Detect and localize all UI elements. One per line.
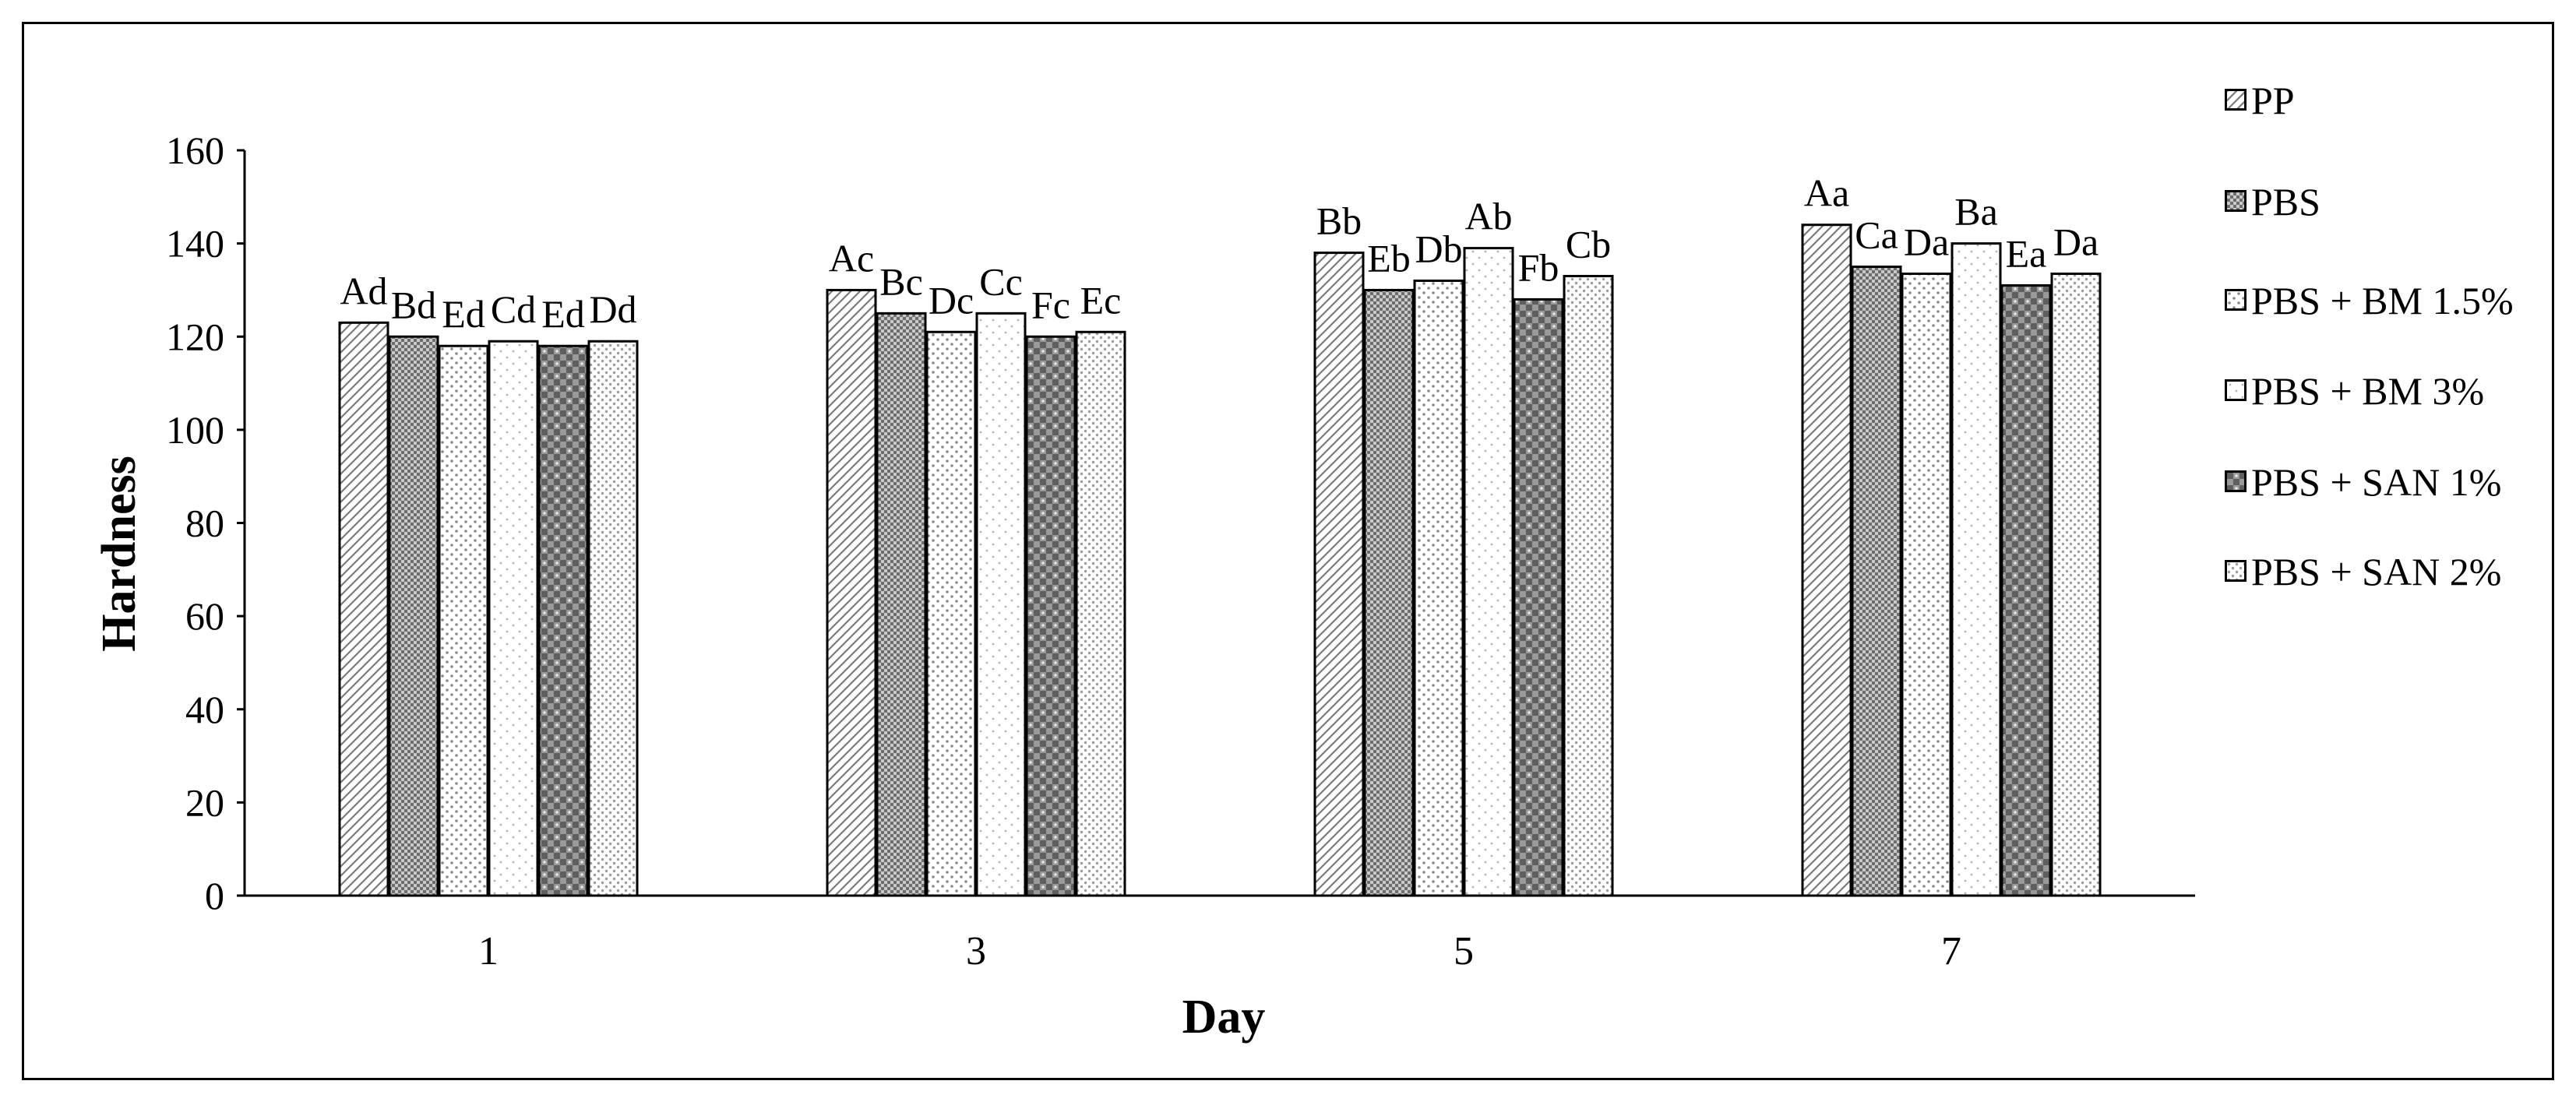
bar bbox=[438, 344, 489, 897]
bar bbox=[2000, 283, 2052, 897]
legend-swatch bbox=[2225, 89, 2247, 111]
bar-data-label: Db bbox=[1415, 227, 1462, 270]
bar bbox=[1413, 279, 1464, 897]
legend-swatch bbox=[2225, 190, 2247, 212]
bar-data-label: Da bbox=[1904, 220, 1949, 264]
bar-data-label: Ec bbox=[1080, 278, 1122, 322]
legend-swatch bbox=[2225, 379, 2247, 401]
legend-item: PBS + SAN 1% bbox=[2225, 459, 2532, 505]
bar bbox=[587, 340, 639, 897]
y-tick-label: 100 bbox=[166, 408, 224, 452]
bar-data-label: Ed bbox=[442, 292, 485, 336]
bar-data-label: Fb bbox=[1518, 245, 1559, 289]
bar-data-label: Ac bbox=[829, 236, 874, 280]
legend-label: PP bbox=[2251, 79, 2295, 122]
legend-swatch bbox=[2225, 560, 2247, 582]
bar bbox=[2050, 273, 2102, 897]
bar bbox=[1363, 288, 1415, 897]
legend-label: PBS + BM 1.5% bbox=[2251, 279, 2514, 322]
legend-swatch bbox=[2225, 289, 2247, 311]
chart-frame: 0 20 40 60 80 100 120 140 160 Ad Ac Bb Aa Bd Bc Eb Ca Ed… bbox=[22, 22, 2554, 1080]
bar-data-label: Fc bbox=[1031, 283, 1070, 326]
y-tick-label: 0 bbox=[205, 874, 224, 917]
bar-data-label: Cc bbox=[979, 259, 1023, 303]
axes bbox=[243, 150, 2195, 897]
bar bbox=[1513, 298, 1564, 897]
bar-data-label: Ea bbox=[2006, 231, 2047, 275]
bar bbox=[925, 330, 977, 897]
y-tick-label: 60 bbox=[185, 594, 224, 638]
bar bbox=[338, 321, 389, 897]
legend-label: PBS + SAN 2% bbox=[2251, 550, 2502, 593]
x-axis-label: Day bbox=[1182, 991, 1266, 1044]
bar bbox=[488, 340, 539, 897]
x-tick-label: 3 bbox=[966, 929, 986, 973]
x-axis-ticks: 1 3 5 7 bbox=[478, 929, 1961, 973]
legend-item: PBS + BM 1.5% bbox=[2225, 278, 2532, 323]
bar bbox=[1801, 224, 1852, 897]
legend-label: PBS bbox=[2251, 180, 2321, 224]
bar-data-label: Ed bbox=[541, 292, 585, 336]
x-tick-label: 5 bbox=[1454, 929, 1474, 973]
bar bbox=[1851, 266, 1902, 897]
bar-data-label: Aa bbox=[1804, 171, 1849, 215]
bar bbox=[975, 312, 1027, 897]
bars: Ad Ac Bb Aa Bd Bc Eb Ca Ed Dc Db Da Cd Cc Ab Ba Ed Fc Fb Ea… bbox=[338, 171, 2102, 897]
legend-label: PBS + BM 3% bbox=[2251, 369, 2485, 413]
legend-item: PBS + BM 3% bbox=[2225, 368, 2532, 414]
bar-data-label: Dd bbox=[589, 287, 636, 331]
bar-data-label: Ba bbox=[1954, 190, 1998, 234]
bar-data-label: Ab bbox=[1464, 195, 1512, 238]
legend-label: PBS + SAN 1% bbox=[2251, 460, 2502, 504]
bar bbox=[1463, 247, 1514, 897]
y-tick-label: 80 bbox=[185, 502, 224, 545]
y-tick-label: 20 bbox=[185, 780, 224, 824]
bar bbox=[1075, 330, 1126, 897]
y-axis-label: Hardness bbox=[93, 456, 146, 651]
bar-chart: 0 20 40 60 80 100 120 140 160 Ad Ac Bb Aa Bd Bc Eb Ca Ed… bbox=[93, 129, 2195, 1044]
y-tick-label: 40 bbox=[185, 688, 224, 731]
bar bbox=[876, 312, 927, 897]
bar-data-label: Bb bbox=[1316, 199, 1362, 243]
bar bbox=[1951, 242, 2002, 897]
legend-item: PBS + SAN 2% bbox=[2225, 549, 2532, 594]
y-tick-label: 160 bbox=[166, 129, 224, 172]
bar-data-label: Eb bbox=[1367, 236, 1411, 280]
bar-data-label: Bc bbox=[879, 259, 923, 303]
legend-item: PBS bbox=[2225, 179, 2532, 224]
bar-data-label: Ca bbox=[1855, 213, 1898, 257]
bar bbox=[537, 344, 589, 897]
bar bbox=[1563, 274, 1614, 897]
bar-data-label: Ad bbox=[340, 269, 387, 312]
bar-data-label: Bd bbox=[391, 283, 436, 326]
legend-swatch bbox=[2225, 470, 2247, 492]
bar-data-label: Dc bbox=[929, 278, 974, 322]
y-tick-label: 120 bbox=[166, 315, 224, 358]
x-tick-label: 7 bbox=[1941, 929, 1961, 973]
y-tick-label: 140 bbox=[166, 222, 224, 266]
bar-data-label: Cd bbox=[491, 287, 536, 331]
y-axis-ticks: 0 20 40 60 80 100 120 140 160 bbox=[166, 129, 245, 917]
bar bbox=[826, 288, 877, 897]
x-tick-label: 1 bbox=[478, 929, 499, 973]
bar bbox=[1025, 335, 1077, 897]
bar bbox=[1313, 252, 1365, 897]
bar-data-label: Da bbox=[2053, 220, 2099, 264]
bar bbox=[1901, 273, 1952, 897]
bar bbox=[388, 335, 439, 897]
bar-data-label: Cb bbox=[1566, 222, 1611, 266]
legend-item: PP bbox=[2225, 78, 2532, 123]
